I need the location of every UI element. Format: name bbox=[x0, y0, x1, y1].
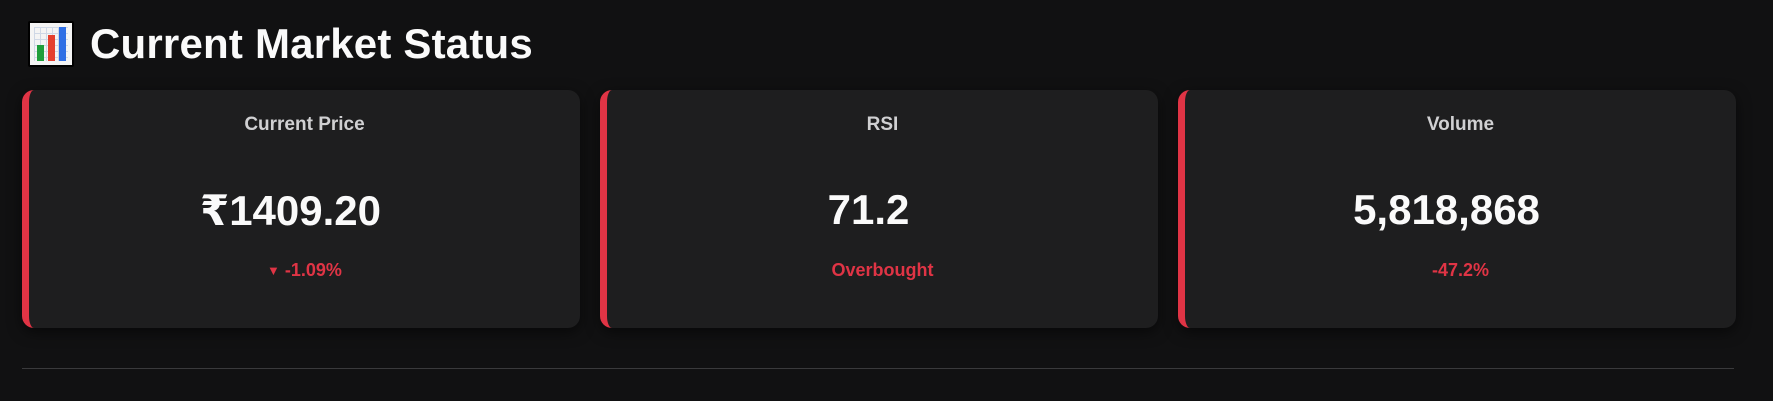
metric-label: Volume bbox=[1426, 114, 1495, 135]
metric-cards: Current Price ₹1409.20 ▼ -1.09% RSI 71.2 … bbox=[22, 90, 1736, 328]
metric-value: ₹1409.20 bbox=[199, 187, 382, 234]
metric-card-rsi: RSI 71.2 Overbought bbox=[600, 90, 1158, 328]
metric-status: Overbought bbox=[831, 260, 934, 280]
metric-label: RSI bbox=[866, 114, 899, 135]
metric-value: 5,818,868 bbox=[1353, 186, 1540, 233]
metric-delta-text: -1.09% bbox=[284, 260, 342, 280]
section-divider bbox=[22, 368, 1734, 369]
metric-card-current-price: Current Price ₹1409.20 ▼ -1.09% bbox=[22, 90, 580, 328]
chart-icon-bar-blue bbox=[59, 27, 66, 61]
metric-delta: -47.2% bbox=[1431, 260, 1490, 280]
section-header: Current Market Status bbox=[28, 16, 533, 72]
metric-delta: ▼ -1.09% bbox=[29, 260, 580, 281]
down-triangle-icon: ▼ bbox=[267, 263, 280, 278]
page-title: Current Market Status bbox=[90, 20, 533, 67]
metric-value: 71.2 bbox=[827, 186, 910, 233]
chart-icon-bar-red bbox=[48, 35, 55, 61]
chart-icon-bar-green bbox=[37, 45, 44, 61]
metric-card-volume: Volume 5,818,868 -47.2% bbox=[1178, 90, 1736, 328]
bar-chart-icon bbox=[28, 21, 74, 67]
metric-label: Current Price bbox=[244, 114, 365, 135]
